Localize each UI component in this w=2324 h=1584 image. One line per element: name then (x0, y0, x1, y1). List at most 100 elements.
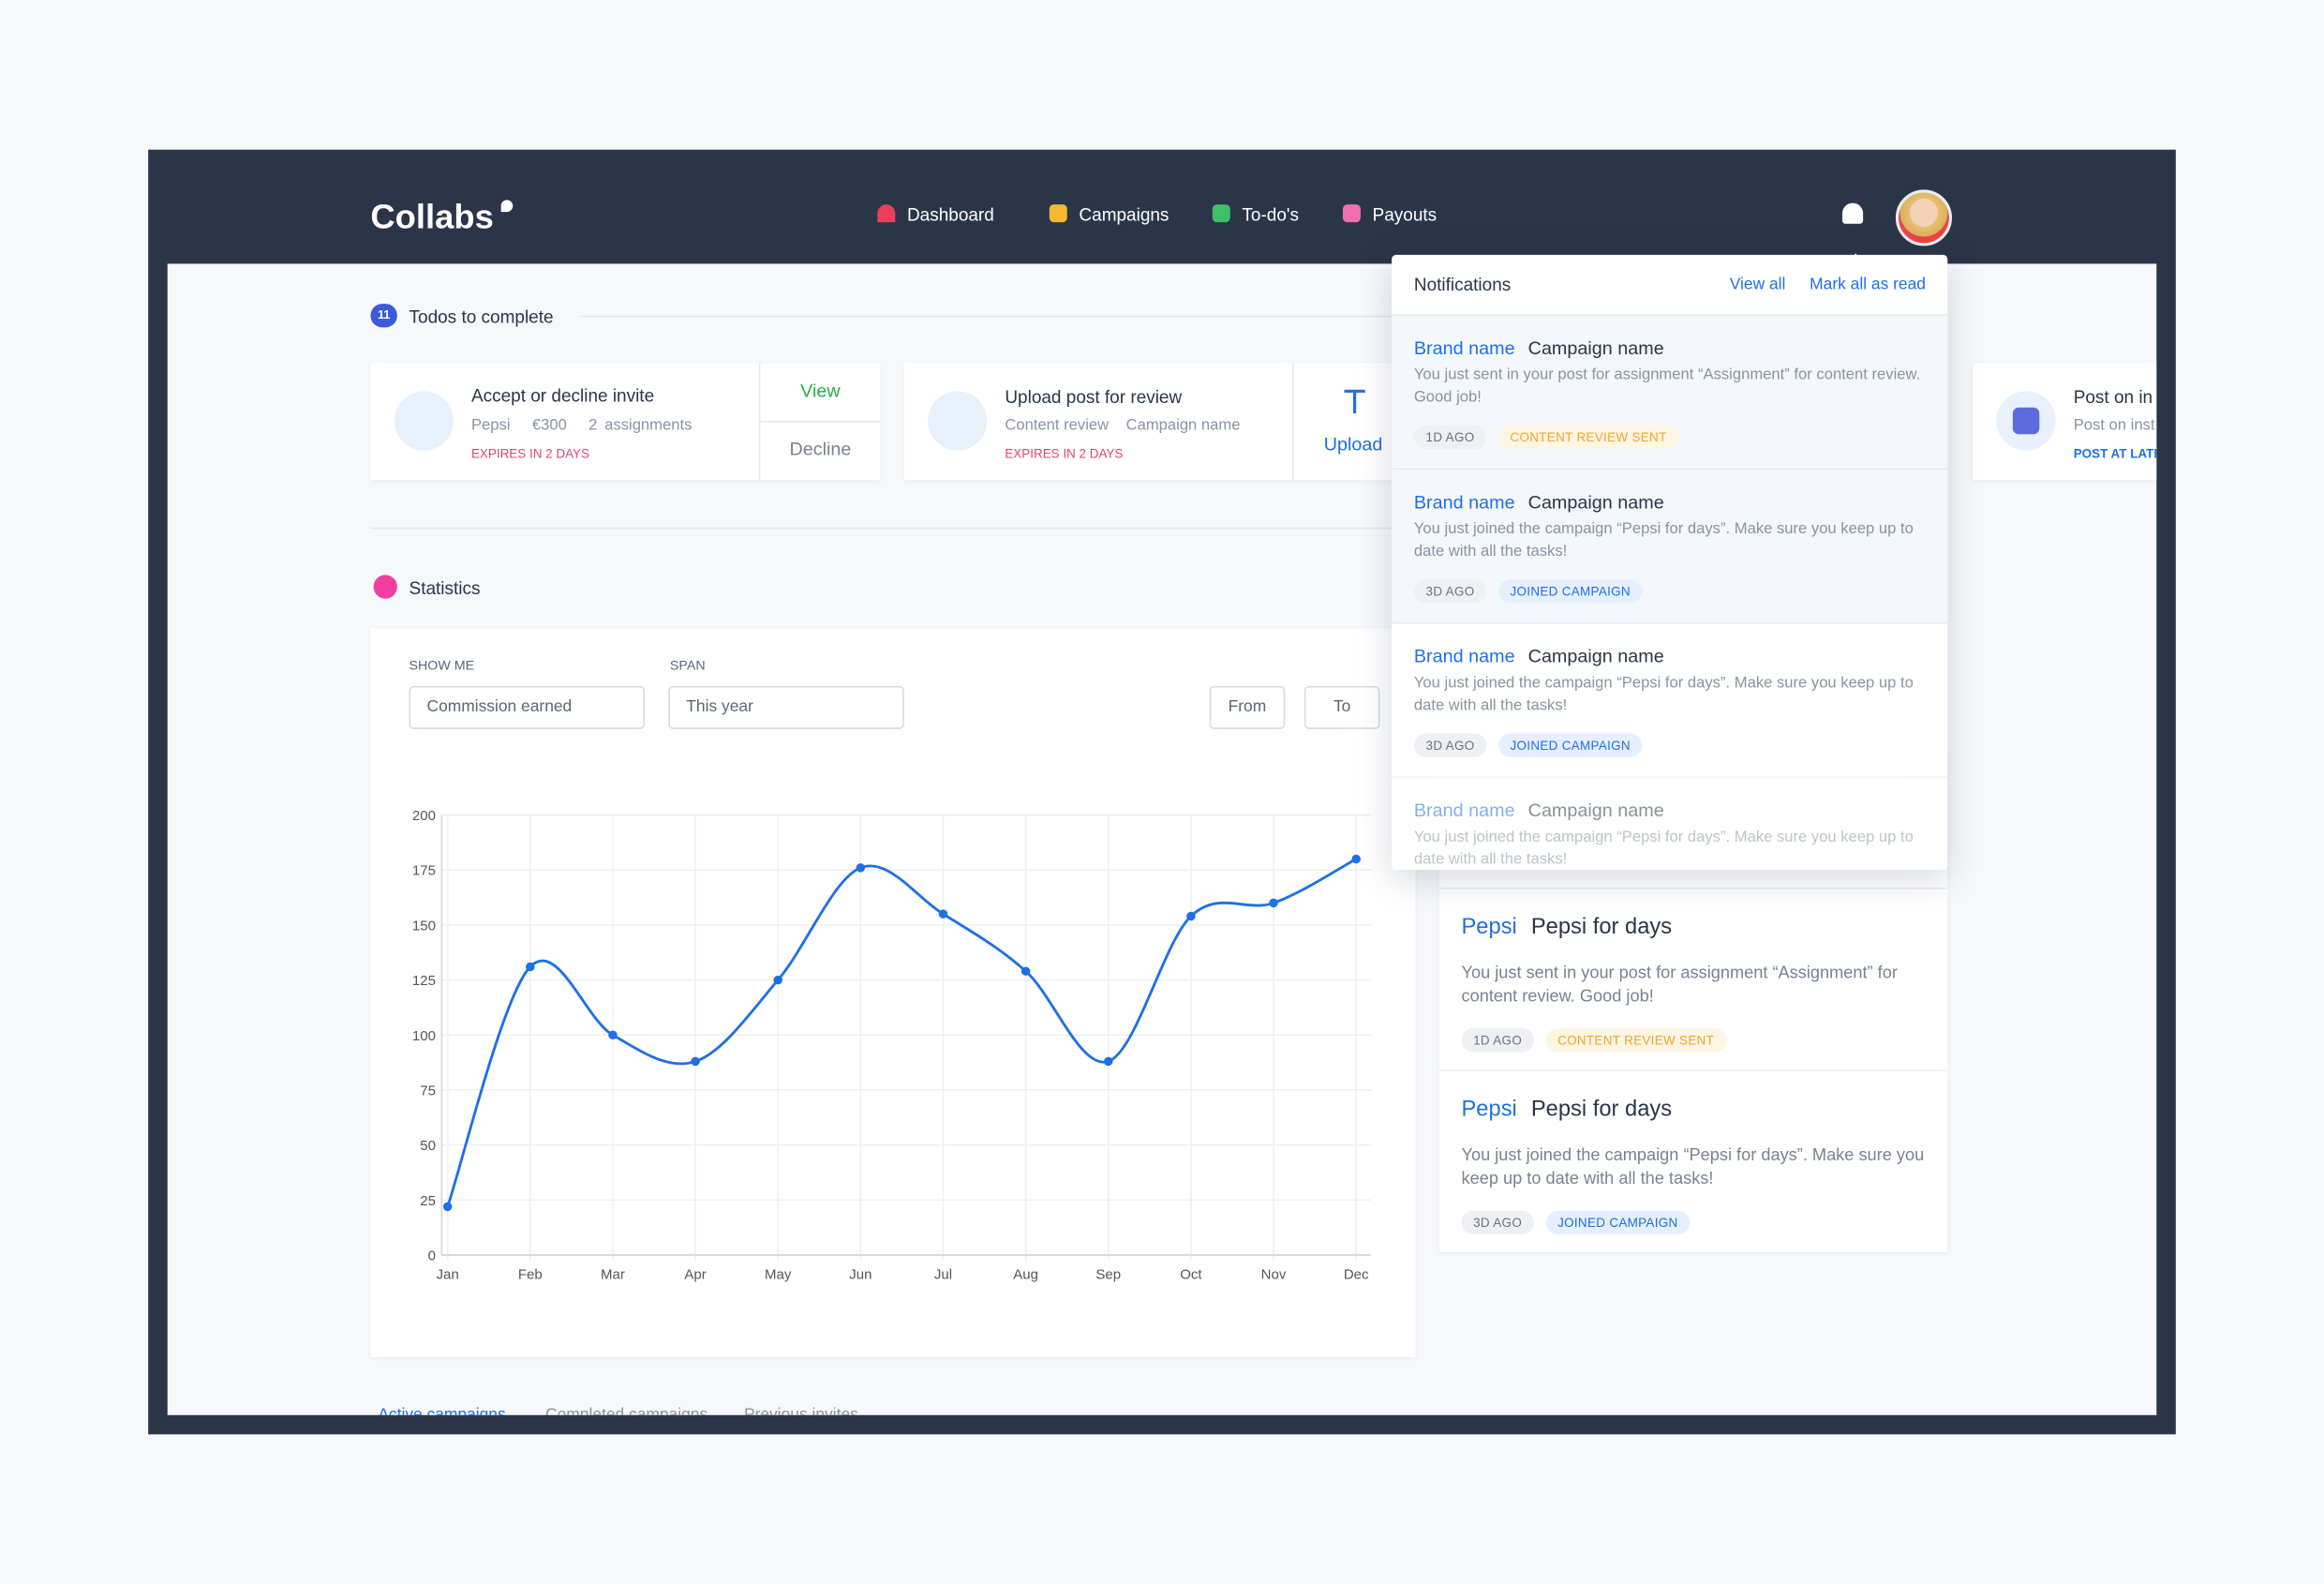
notification-item[interactable]: Brand name Campaign name You just joined t… (1392, 468, 1948, 624)
tab[interactable]: Previous invites (744, 1406, 858, 1414)
point (691, 1056, 700, 1067)
bell[interactable] (1841, 202, 1864, 224)
divider (579, 315, 1410, 318)
notification-item[interactable]: Brand name Campaign name You just joined t… (1392, 776, 1948, 871)
point (1020, 966, 1031, 976)
dropdown-title: Notifications (1413, 274, 1512, 295)
notifications-dropdown: Notifications View all Mark all as read … (1392, 254, 1948, 871)
stats-icon (373, 575, 397, 599)
tag: JOINED CAMPAIGN (1497, 733, 1643, 757)
nav-item[interactable]: Payouts (1342, 204, 1437, 225)
view-all[interactable]: View all (1729, 276, 1786, 294)
meta: Campaign name (1125, 416, 1241, 435)
point (526, 962, 535, 972)
tag: JOINED CAMPAIGN (1545, 1210, 1691, 1234)
y-tick-label: 150 (412, 918, 436, 934)
show-me-select[interactable]: Commission earned (409, 685, 646, 729)
tab[interactable]: Active campaigns (378, 1406, 505, 1414)
icon (877, 204, 896, 223)
nav-item[interactable]: Campaigns (1049, 204, 1169, 226)
tab[interactable]: Completed campaigns (545, 1406, 708, 1414)
span-select[interactable]: This year (668, 685, 904, 729)
x-tick-label: Feb (518, 1266, 543, 1282)
todo-card: Upload post for review Content review Ca… (903, 363, 1414, 481)
x-tick-label: Jul (934, 1266, 952, 1282)
x-tick-label: Mar (601, 1266, 625, 1282)
nav-label: Campaigns (1079, 204, 1169, 226)
tag-row: 3D AGO JOINED CAMPAIGN (1461, 1207, 1701, 1234)
line (446, 858, 1357, 1207)
point (1104, 1056, 1113, 1067)
section-title: Statistics (409, 577, 481, 599)
logo[interactable]: Collabs (370, 197, 494, 236)
meta: 2 assignments (588, 416, 693, 435)
icon (1212, 204, 1230, 223)
brand-name: Brand name (1413, 491, 1515, 513)
notification-item[interactable]: Brand name Campaign name You just sent in … (1392, 314, 1948, 471)
point (442, 1202, 453, 1212)
input-placeholder: From (1228, 697, 1267, 716)
meta: €300 (531, 416, 567, 435)
campaign-name: Campaign name (1527, 646, 1664, 667)
brand-name: Brand name (1413, 799, 1515, 821)
point (1269, 898, 1278, 908)
notification-text: You just joined the campaign “Pepsi for … (1413, 674, 1914, 715)
brand-name: Pepsi (1461, 1096, 1517, 1122)
feed-text: You just sent in your post for assignmen… (1461, 964, 1898, 1007)
expires: EXPIRES IN 2 DAYS (1005, 445, 1124, 461)
tag: CONTENT REVIEW SENT (1545, 1028, 1726, 1053)
icon (1049, 204, 1067, 223)
tag: 1D AGO (1413, 425, 1487, 450)
upload-button[interactable]: Upload (1323, 434, 1383, 456)
todo-meta: Post on inst (2073, 416, 2155, 435)
meta: Content review (1005, 416, 1110, 435)
divider (370, 527, 1948, 530)
tag-row: 1D AGO CONTENT REVIEW SENT (1413, 423, 1691, 450)
point (773, 975, 782, 985)
y-tick-label: 50 (420, 1138, 436, 1154)
meta: Pepsi (470, 416, 511, 435)
view-button[interactable]: View (800, 381, 841, 402)
nav-label: Dashboard (906, 204, 994, 226)
tag: 3D AGO (1413, 733, 1487, 757)
tag-row: 3D AGO JOINED CAMPAIGN (1413, 576, 1654, 604)
select-value: Commission earned (426, 697, 573, 716)
y-tick-label: 75 (420, 1083, 436, 1099)
stats-card: SHOW ME Commission earned SPAN This year… (370, 628, 1416, 1358)
from-input[interactable]: From (1209, 685, 1286, 729)
sep (758, 363, 761, 481)
notification-text: You just sent in your post for assignmen… (1413, 366, 1921, 407)
sep (1292, 363, 1294, 481)
avatar[interactable] (1895, 189, 1953, 247)
x-tick-label: Apr (684, 1266, 706, 1282)
campaign-name: Pepsi for days (1530, 1096, 1673, 1122)
notification-item[interactable]: Brand name Campaign name You just joined t… (1392, 621, 1948, 778)
logo-dot (500, 200, 514, 213)
nav-item[interactable]: To-do's (1212, 204, 1300, 226)
nav-item[interactable]: Dashboard (877, 204, 994, 225)
x-tick-label: Dec (1344, 1266, 1369, 1282)
line-chart: 0 25 50 75 100 125 150 175 200 Jan Feb Mar Apr May Jun… (412, 808, 1372, 1282)
tag: 3D AGO (1461, 1210, 1534, 1234)
decline-button[interactable]: Decline (789, 438, 852, 460)
section-title: Todos to complete (409, 306, 554, 328)
todo-meta: Content review Campaign name (1005, 416, 1240, 434)
point (938, 909, 948, 919)
tag-row: 1D AGO CONTENT REVIEW SENT (1461, 1025, 1737, 1053)
mark-read[interactable]: Mark all as read (1810, 276, 1926, 294)
input-placeholder: To (1333, 697, 1351, 716)
feed-text: You just joined the campaign “Pepsi for … (1461, 1146, 1925, 1188)
point (608, 1030, 618, 1040)
expires: EXPIRES IN 2 DAYS (470, 445, 589, 461)
plus-icon (2012, 407, 2040, 435)
feed-card: Pepsi Pepsi for days You just joined the c… (1438, 1071, 1948, 1252)
nav-label: To-do's (1242, 204, 1300, 226)
x-tick-label: Oct (1180, 1266, 1202, 1282)
y-tick-label: 175 (412, 863, 436, 879)
count-badge: 11 (370, 304, 397, 328)
campaign-name: Campaign name (1527, 337, 1664, 359)
tag: JOINED CAMPAIGN (1497, 579, 1643, 604)
to-input[interactable]: To (1304, 685, 1380, 729)
upload-icon (1353, 392, 1357, 414)
post-at: POST AT LATE (2073, 445, 2157, 461)
